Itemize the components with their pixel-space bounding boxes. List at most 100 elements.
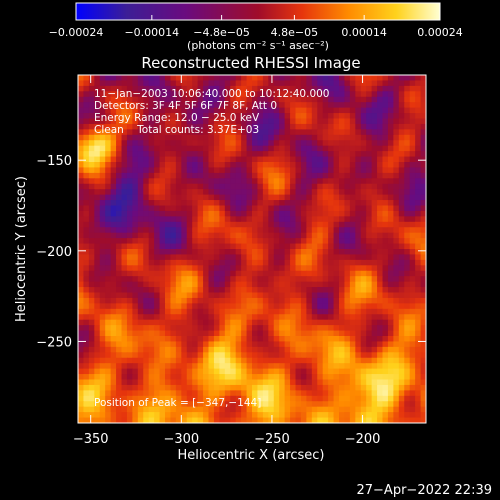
heatmap-cell <box>192 216 199 223</box>
heatmap-cell <box>415 368 422 375</box>
heatmap-cell <box>333 80 340 87</box>
heatmap-cell <box>279 368 286 375</box>
heatmap-cell <box>154 287 161 294</box>
heatmap-cell <box>322 129 329 136</box>
heatmap-cell <box>339 167 346 174</box>
heatmap-cell <box>110 189 117 196</box>
heatmap-cell <box>268 249 275 256</box>
heatmap-cell <box>300 113 307 120</box>
heatmap-cell <box>94 287 101 294</box>
heatmap-cell <box>159 194 166 201</box>
heatmap-cell <box>349 221 356 228</box>
heatmap-cell <box>83 151 90 158</box>
heatmap-cell <box>366 107 373 114</box>
heatmap-cell <box>371 363 378 370</box>
heatmap-cell <box>203 390 210 397</box>
heatmap-cell <box>219 75 226 82</box>
heatmap-cell <box>105 96 112 103</box>
heatmap-cell <box>88 140 95 147</box>
heatmap-cell <box>284 194 291 201</box>
heatmap-cell <box>344 189 351 196</box>
heatmap-cell <box>377 156 384 163</box>
heatmap-cell <box>333 406 340 413</box>
heatmap-cell <box>137 276 144 283</box>
heatmap-cell <box>246 167 253 174</box>
heatmap-cell <box>213 243 220 250</box>
heatmap-cell <box>224 406 231 413</box>
heatmap-cell <box>148 379 155 386</box>
heatmap-cell <box>186 96 193 103</box>
heatmap-cell <box>159 406 166 413</box>
heatmap-cell <box>175 265 182 272</box>
heatmap-cell <box>333 85 340 92</box>
heatmap-cell <box>78 129 85 136</box>
heatmap-cell <box>165 238 172 245</box>
heatmap-cell <box>110 172 117 179</box>
heatmap-cell <box>170 341 177 348</box>
heatmap-cell <box>246 270 253 277</box>
heatmap-cell <box>382 254 389 261</box>
heatmap-cell <box>143 162 150 169</box>
heatmap-cell <box>121 265 128 272</box>
heatmap-cell <box>387 417 394 423</box>
heatmap-cell <box>165 417 172 423</box>
heatmap-cell <box>317 281 324 288</box>
heatmap-cell <box>203 292 210 299</box>
heatmap-cell <box>404 162 411 169</box>
heatmap-cell <box>284 292 291 299</box>
heatmap-cell <box>328 363 335 370</box>
heatmap-cell <box>105 145 112 152</box>
heatmap-cell <box>382 145 389 152</box>
heatmap-cell <box>415 183 422 190</box>
heatmap-cell <box>284 357 291 364</box>
heatmap-cell <box>398 352 405 359</box>
heatmap-cell <box>284 341 291 348</box>
heatmap-cell <box>137 379 144 386</box>
heatmap-cell <box>306 314 313 321</box>
heatmap-cell <box>241 379 248 386</box>
heatmap-cell <box>88 75 95 82</box>
heatmap-cell <box>170 243 177 250</box>
heatmap-cell <box>322 194 329 201</box>
heatmap-cell <box>295 238 302 245</box>
heatmap-cell <box>317 319 324 326</box>
heatmap-cell <box>252 276 259 283</box>
heatmap-cell <box>306 205 313 212</box>
heatmap-cell <box>137 156 144 163</box>
heatmap-cell <box>295 140 302 147</box>
heatmap-cell <box>328 406 335 413</box>
heatmap-cell <box>252 189 259 196</box>
heatmap-cell <box>170 336 177 343</box>
heatmap-cell <box>241 118 248 125</box>
heatmap-cell <box>344 80 351 87</box>
heatmap-cell <box>371 412 378 419</box>
heatmap-cell <box>344 292 351 299</box>
heatmap-cell <box>377 406 384 413</box>
heatmap-cell <box>377 85 384 92</box>
heatmap-cell <box>116 167 123 174</box>
heatmap-cell <box>393 270 400 277</box>
heatmap-cell <box>197 194 204 201</box>
heatmap-cell <box>322 238 329 245</box>
heatmap-cell <box>290 363 297 370</box>
heatmap-cell <box>339 374 346 381</box>
heatmap-cell <box>186 379 193 386</box>
heatmap-cell <box>349 194 356 201</box>
heatmap-cell <box>252 238 259 245</box>
heatmap-cell <box>143 330 150 337</box>
heatmap-cell <box>322 281 329 288</box>
heatmap-cell <box>349 330 356 337</box>
heatmap-cell <box>126 238 133 245</box>
heatmap-cell <box>94 412 101 419</box>
heatmap-cell <box>409 363 416 370</box>
heatmap-cell <box>154 140 161 147</box>
heatmap-cell <box>159 156 166 163</box>
heatmap-cell <box>284 129 291 136</box>
heatmap-cell <box>355 297 362 304</box>
heatmap-cell <box>143 341 150 348</box>
heatmap-cell <box>311 75 318 82</box>
heatmap-cell <box>110 346 117 353</box>
heatmap-cell <box>132 123 139 130</box>
heatmap-cell <box>393 363 400 370</box>
